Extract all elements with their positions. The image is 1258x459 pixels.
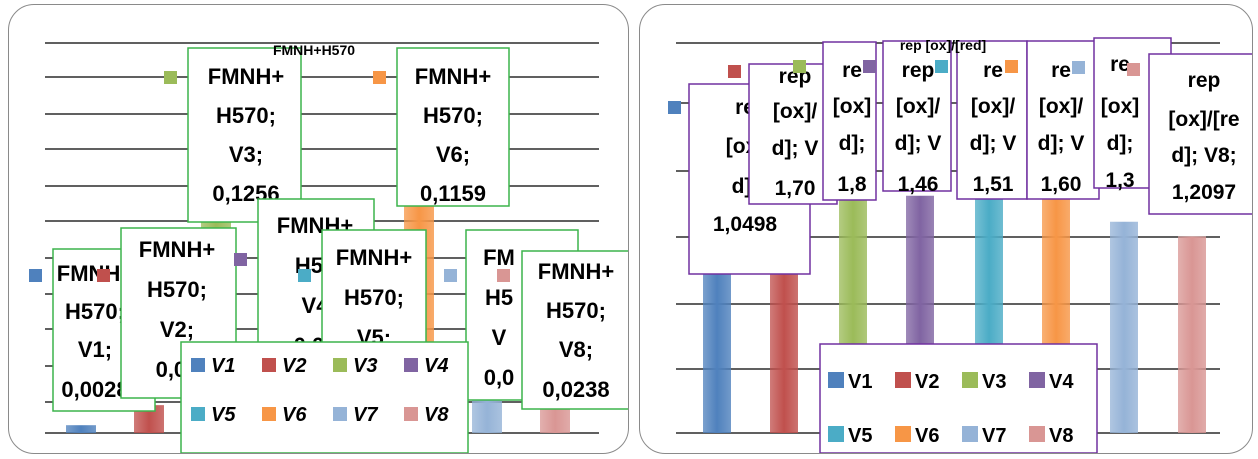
data-label-v7: re [ox] d]; 1,3 — [1101, 53, 1140, 192]
legend-label-v2: V2 — [282, 355, 306, 377]
legend-label-v5: V5 — [211, 404, 236, 426]
label-marker-v7 — [444, 269, 457, 282]
legend-label-v7: V7 — [982, 425, 1006, 447]
legend-swatch-v7 — [962, 426, 978, 442]
legend-label-v6: V6 — [282, 404, 307, 426]
chart-panel-right: re [ox] d]; 1,0498 rep [ox]/d]; V 1,70 re [ox] d]… — [639, 4, 1253, 454]
data-label-v3: FMNH+ H570; V3; 0,1256 — [208, 64, 284, 206]
data-label-v8: rep [ox]/[re d]; V8; 1,2097 — [1168, 69, 1239, 204]
legend-swatch-v5 — [191, 407, 205, 421]
data-label-v6: re [ox]/d]; V 1,60 — [1038, 59, 1085, 196]
legend-label-v8: V8 — [1049, 425, 1073, 447]
legend-right: V1 V2 V3 V4 V5 V6 V7 V8 — [819, 343, 1098, 453]
chart-panel-left: FMNH+ H570; V1; 0,0028 FMNH+ H570; V2; 0,01 FMNH… — [8, 4, 629, 454]
data-label-v4: rep [ox]/d]; V 1,46 — [895, 59, 942, 196]
legend-label-v5: V5 — [848, 425, 872, 447]
legend-label-v4: V4 — [1049, 371, 1074, 393]
data-label-box-v3 — [187, 47, 302, 223]
legend-box — [819, 343, 1098, 453]
legend-swatch-v4 — [1029, 372, 1045, 388]
label-marker-v3 — [164, 71, 177, 84]
legend-label-v7: V7 — [353, 404, 378, 426]
bar-v1 — [66, 425, 96, 433]
legend-swatch-v6 — [262, 407, 276, 421]
data-label-v7: FM H5 V 0,0 — [483, 245, 515, 390]
legend-swatch-v2 — [262, 358, 276, 372]
data-label-box-v8 — [521, 250, 628, 410]
label-marker-v4 — [863, 60, 876, 73]
data-label-box-v8 — [1148, 53, 1252, 215]
legend-swatch-v6 — [895, 426, 911, 442]
bar-v1 — [703, 262, 731, 433]
legend-swatch-v1 — [191, 358, 205, 372]
data-label-v2: FMNH+ H570; V2; 0,01 — [139, 237, 215, 382]
bar-v7 — [1110, 221, 1138, 433]
legend-label-v8: V8 — [424, 404, 449, 426]
label-marker-v7 — [1072, 61, 1085, 74]
label-marker-v6 — [373, 71, 386, 84]
label-marker-v5 — [298, 269, 311, 282]
label-marker-v1 — [29, 269, 42, 282]
label-marker-v6 — [1005, 60, 1018, 73]
data-label-v3: re [ox] d]; 1,8 — [833, 59, 872, 196]
legend-swatch-v7 — [333, 407, 347, 421]
label-marker-v2 — [728, 65, 741, 78]
data-label-box-v6 — [1026, 40, 1100, 200]
label-marker-v3 — [793, 60, 806, 73]
legend-swatch-v5 — [828, 426, 844, 442]
label-marker-v8 — [1127, 63, 1140, 76]
data-label-box-v6 — [396, 47, 510, 207]
legend-label-v3: V3 — [353, 355, 377, 377]
label-marker-v4 — [234, 253, 247, 266]
label-marker-v5 — [935, 60, 948, 73]
legend-box — [180, 341, 469, 453]
data-label-v1: FMNH+ H570; V1; 0,0028 — [57, 261, 133, 402]
data-label-v6: FMNH+ H570; V6; 0,1159 — [415, 64, 491, 206]
chart-title-left: FMNH+H570 — [273, 42, 355, 58]
legend-swatch-v8 — [1029, 426, 1045, 442]
legend-label-v4: V4 — [424, 355, 448, 377]
legend-label-v1: V1 — [211, 355, 235, 377]
legend-label-v3: V3 — [982, 371, 1006, 393]
legend-swatch-v4 — [404, 358, 418, 372]
label-marker-v1 — [668, 101, 681, 114]
legend-left: V1 V2 V3 V4 V5 V6 V7 V8 — [180, 341, 469, 453]
legend-swatch-v3 — [962, 372, 978, 388]
label-marker-v2 — [97, 269, 110, 282]
legend-label-v6: V6 — [915, 425, 939, 447]
data-label-v5: re [ox]/d]; V 1,51 — [970, 59, 1017, 196]
bar-v8 — [1178, 236, 1206, 433]
legend-swatch-v1 — [828, 372, 844, 388]
legend-swatch-v2 — [895, 372, 911, 388]
legend-label-v2: V2 — [915, 371, 939, 393]
legend-swatch-v8 — [404, 407, 418, 421]
data-label-v8: FMNH+ H570; V8; 0,0238 — [538, 259, 614, 402]
legend-swatch-v3 — [333, 358, 347, 372]
data-label-v2: rep [ox]/d]; V 1,70 — [772, 65, 819, 200]
legend-label-v1: V1 — [848, 371, 872, 393]
label-marker-v8 — [497, 269, 510, 282]
chart-title-right: rep [ox]/[red] — [900, 37, 986, 53]
